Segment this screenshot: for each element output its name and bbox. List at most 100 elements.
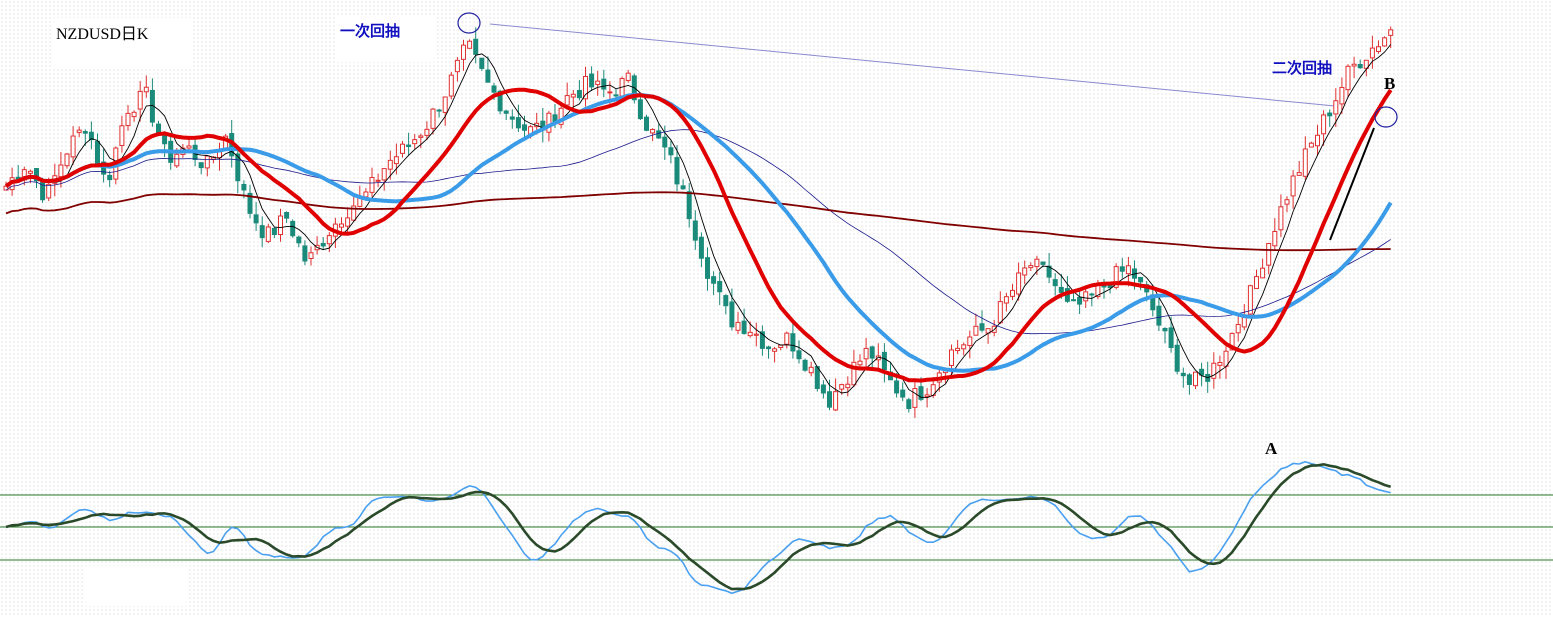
candle-body (1089, 293, 1095, 296)
candle (515, 104, 521, 132)
candle (540, 107, 546, 143)
candle (1064, 276, 1070, 303)
candle-body (162, 135, 168, 145)
candle-body (1113, 266, 1119, 288)
candle (583, 66, 588, 107)
candle (198, 162, 204, 175)
candle-body (1339, 86, 1345, 105)
candle (131, 110, 137, 122)
candle-body (522, 124, 527, 131)
ma-navy-line (5, 129, 1391, 335)
candle-body (1321, 114, 1327, 135)
candle (570, 90, 576, 109)
candle-body (46, 183, 52, 199)
candle (381, 168, 387, 191)
candle (711, 271, 717, 296)
candle-body (656, 130, 662, 139)
candle-body (174, 153, 180, 167)
candle (1046, 253, 1052, 284)
candle (827, 379, 832, 411)
candle (137, 81, 143, 122)
candle-body (265, 226, 271, 242)
candle (820, 380, 826, 399)
candle (271, 227, 277, 238)
candle (729, 288, 735, 331)
candle-body (1369, 47, 1375, 59)
candle-body (284, 212, 290, 219)
candle-body (515, 117, 521, 129)
candle-body (705, 257, 710, 279)
candle (1272, 218, 1278, 251)
candle (308, 246, 314, 266)
candle-body (564, 95, 570, 106)
moving-average-layer (4, 44, 1393, 399)
candle (375, 173, 381, 188)
candle-body (442, 96, 448, 113)
candle-body (851, 361, 857, 386)
candle-body (686, 191, 692, 220)
candle (1028, 262, 1034, 271)
candle (1339, 77, 1345, 115)
candle-body (485, 69, 491, 83)
candle (900, 382, 906, 402)
candle (107, 170, 113, 188)
candle (58, 152, 64, 188)
candle (674, 145, 680, 192)
candle-body (1101, 285, 1107, 288)
candle (869, 345, 875, 369)
candle-body (839, 384, 845, 390)
candle-body (1156, 305, 1162, 326)
candle (625, 69, 631, 83)
candle-body (802, 359, 808, 371)
candle-body (662, 136, 668, 148)
candle-body (546, 112, 552, 133)
candle-body (808, 366, 814, 374)
candle (1369, 35, 1375, 69)
marker-layer (457, 12, 1398, 128)
candle-body (497, 90, 503, 112)
candle (95, 133, 100, 166)
candle-body (759, 331, 765, 349)
candle-body (1254, 276, 1259, 289)
candle-body (1186, 374, 1192, 385)
candle-body (1382, 37, 1388, 47)
oscillator-fast-line (5, 460, 1391, 595)
candle (412, 133, 418, 149)
candle-body (1052, 279, 1058, 287)
candle-body (1071, 299, 1076, 302)
candle (741, 308, 747, 335)
candle (125, 105, 131, 131)
candle (985, 328, 991, 344)
candle (302, 240, 308, 266)
candle-body (351, 205, 357, 221)
candle (906, 397, 912, 413)
candle (473, 27, 479, 64)
candle (845, 376, 851, 397)
candle-body (997, 301, 1003, 324)
candle (1211, 352, 1217, 389)
candle (668, 140, 674, 164)
candle (814, 366, 820, 392)
candle (64, 152, 70, 169)
candle-body (1241, 316, 1247, 328)
candle-body (473, 38, 479, 55)
candle (1290, 170, 1296, 209)
point-b-label: B (1384, 74, 1396, 93)
candle-body (674, 157, 680, 185)
candle (479, 57, 485, 71)
candle-body (589, 73, 595, 88)
candle (698, 232, 704, 268)
candle-body (253, 214, 259, 224)
candle-body (1199, 368, 1205, 376)
candle (735, 311, 741, 335)
second-top-circle (1374, 106, 1398, 128)
candle (1321, 110, 1327, 146)
oscillator-panel (0, 460, 1553, 595)
candle (217, 142, 222, 171)
first-top-circle (457, 12, 481, 34)
candle-body (961, 344, 967, 350)
candle-body (436, 109, 442, 112)
candle (564, 82, 570, 106)
candle-body (1138, 276, 1144, 283)
candle-body (894, 380, 900, 394)
